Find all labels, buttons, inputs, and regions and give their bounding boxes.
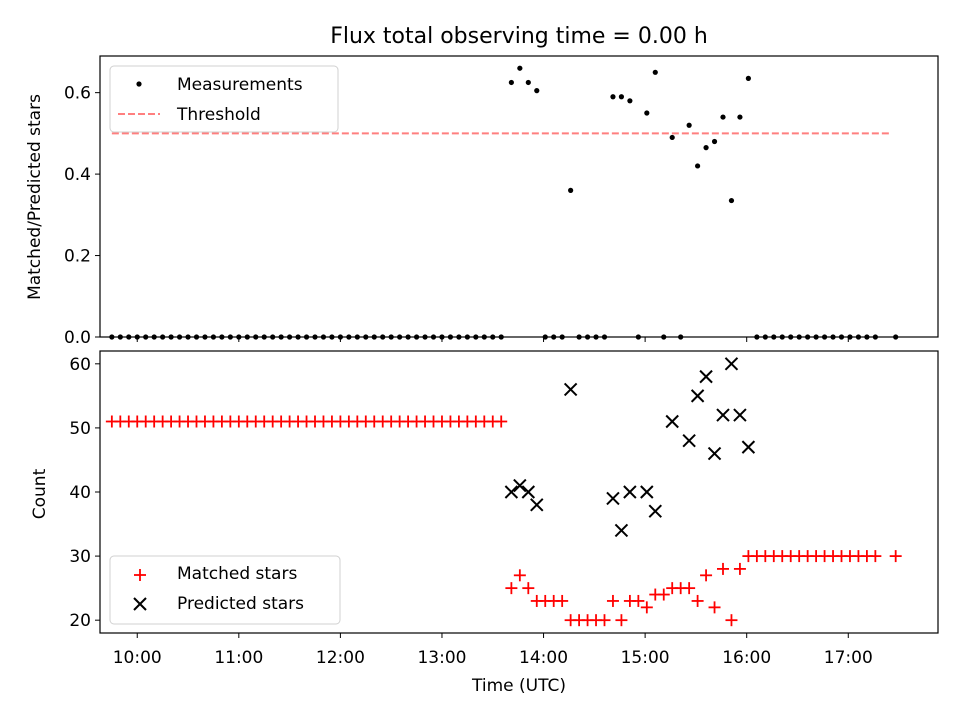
bottom-y-tick-label: 50 [69, 419, 91, 439]
predicted-stars-point [742, 441, 754, 453]
x-tick-label: 17:00 [824, 648, 873, 668]
legend-measurements-label: Measurements [177, 75, 303, 95]
predicted-stars-point [700, 371, 712, 383]
matched-stars-point [598, 614, 610, 626]
legend-matched-label: Matched stars [177, 564, 297, 584]
predicted-stars-point [641, 486, 653, 498]
x-axis-label: Time (UTC) [471, 676, 566, 696]
predicted-stars-point [709, 448, 721, 460]
x-tick-label: 14:00 [519, 648, 568, 668]
bottom-y-tick-label: 40 [69, 483, 91, 503]
x-tick-label: 11:00 [214, 648, 263, 668]
measurements-point [653, 70, 658, 75]
predicted-stars-point [649, 505, 661, 517]
measurements-point [695, 163, 700, 168]
legend-threshold-label: Threshold [176, 105, 261, 125]
matched-stars-point [890, 550, 902, 562]
top-y-tick-label: 0.0 [64, 328, 91, 348]
measurements-point [703, 145, 708, 150]
predicted-stars-point [683, 435, 695, 447]
measurements-point [644, 110, 649, 115]
bottom-y-tick-label: 20 [69, 611, 91, 631]
top-plot: 0.0 0.2 0.4 0.6 Measurements Threshold [64, 56, 938, 348]
measurements-point [746, 76, 751, 81]
measurements-point [509, 80, 514, 85]
matched-stars-point [683, 582, 695, 594]
bottom-plot: 10:00 11:00 12:00 13:00 14:00 15:00 16:00 17:00… [69, 351, 938, 668]
bottom-y-tick-label: 30 [69, 547, 91, 567]
predicted-stars-point [717, 409, 729, 421]
measurements-point [526, 80, 531, 85]
measurements-point [712, 139, 717, 144]
matched-stars-point [495, 416, 507, 428]
predicted-stars-point [624, 486, 636, 498]
matched-stars-point [717, 563, 729, 575]
measurements-point [720, 114, 725, 119]
top-y-axis-label: Matched/Predicted stars [25, 94, 45, 300]
matched-stars-point [641, 601, 653, 613]
predicted-stars-point [615, 524, 627, 536]
measurements-point [568, 188, 573, 193]
measurements-point [517, 66, 522, 71]
measurements-point [610, 94, 615, 99]
top-y-tick-label: 0.2 [64, 247, 91, 267]
measurements-point [687, 123, 692, 128]
measurements-point [534, 88, 539, 93]
matched-stars-point [505, 582, 517, 594]
bottom-legend: Matched stars Predicted stars [110, 556, 340, 624]
measurements-point [729, 198, 734, 203]
measurements-point [627, 98, 632, 103]
chart-figure: Flux total observing time = 0.00 h Match… [0, 0, 960, 720]
predicted-stars-point [692, 390, 704, 402]
x-tick-label: 15:00 [621, 648, 670, 668]
matched-stars-point [615, 614, 627, 626]
x-tick-label: 13:00 [417, 648, 466, 668]
matched-stars-point [514, 569, 526, 581]
predicted-stars-point [522, 486, 534, 498]
predicted-stars-point [607, 492, 619, 504]
x-tick-label: 16:00 [722, 648, 771, 668]
predicted-stars-point [666, 416, 678, 428]
matched-stars-point [556, 595, 568, 607]
top-y-tick-label: 0.6 [64, 84, 91, 104]
matched-stars-point [725, 614, 737, 626]
matched-stars-point [522, 582, 534, 594]
predicted-stars-point [514, 480, 526, 492]
predicted-stars-point [505, 486, 517, 498]
bottom-y-axis-label: Count [30, 468, 50, 519]
matched-stars-point [869, 550, 881, 562]
measurements-point [670, 135, 675, 140]
matched-stars-point [734, 563, 746, 575]
measurements-point [619, 94, 624, 99]
legend-predicted-label: Predicted stars [177, 594, 304, 614]
matched-stars-point [607, 595, 619, 607]
measurements-point [737, 114, 742, 119]
predicted-stars-point [734, 409, 746, 421]
top-y-tick-label: 0.4 [64, 165, 91, 185]
predicted-stars-point [725, 358, 737, 370]
legend-measurements-marker [136, 81, 141, 86]
matched-stars-point [709, 601, 721, 613]
x-tick-label: 12:00 [316, 648, 365, 668]
matched-stars-point [658, 589, 670, 601]
predicted-stars-point [531, 499, 543, 511]
top-legend: Measurements Threshold [110, 66, 338, 132]
x-tick-label: 10:00 [113, 648, 162, 668]
bottom-y-tick-label: 60 [69, 355, 91, 375]
matched-stars-point [700, 569, 712, 581]
matched-stars-point [632, 595, 644, 607]
chart-title: Flux total observing time = 0.00 h [330, 24, 708, 49]
matched-stars-point [692, 595, 704, 607]
predicted-stars-point [565, 383, 577, 395]
